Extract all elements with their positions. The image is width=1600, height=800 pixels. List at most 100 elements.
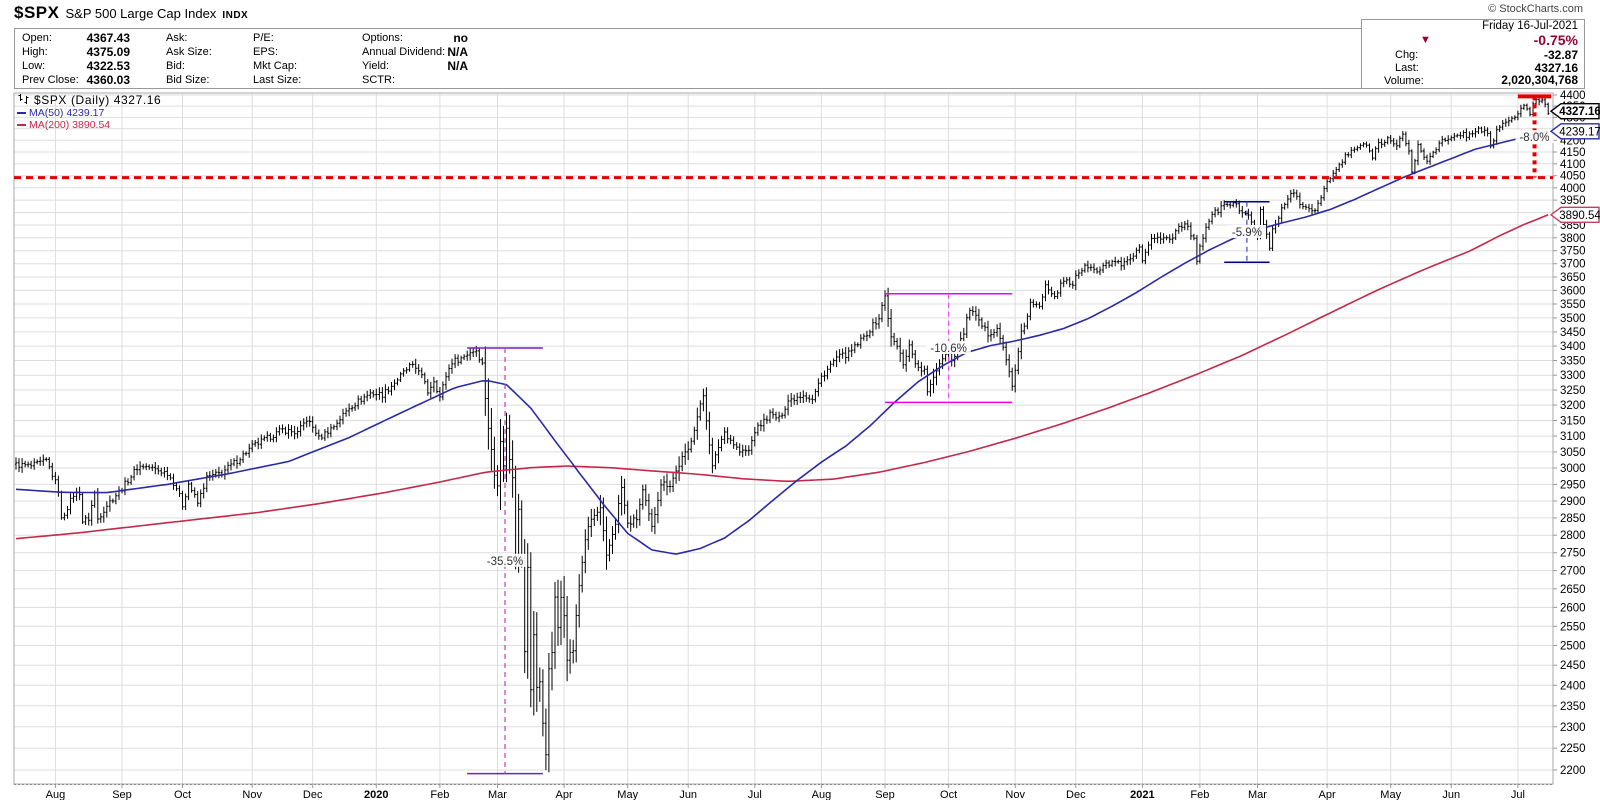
annual-dividend-value: N/A (447, 45, 468, 59)
chg-value: -32.87 (1543, 48, 1578, 62)
open-label: Open: (22, 32, 52, 44)
high-value: 4375.09 (86, 45, 130, 59)
ma200-swatch (17, 124, 26, 127)
low-label: Low: (22, 60, 46, 72)
y-axis-label: 3250 (1560, 385, 1586, 397)
mktcap-label: Mkt Cap: (253, 60, 298, 72)
x-axis-label: Aug (46, 789, 66, 800)
volume-label: Volume: (1384, 75, 1424, 87)
x-axis-label: Oct (940, 789, 957, 800)
y-axis-label: 2950 (1560, 479, 1586, 491)
y-axis-label: 2450 (1560, 660, 1586, 672)
y-axis-label: 3600 (1560, 285, 1586, 297)
last-size-label: Last Size: (253, 74, 302, 86)
y-axis-label: 3000 (1560, 463, 1586, 475)
x-axis-label: Sep (112, 789, 132, 800)
y-axis-label: 3750 (1560, 246, 1586, 258)
sctr-label: SCTR: (362, 74, 395, 86)
prev-close-label: Prev Close: (22, 74, 79, 86)
y-axis-label: 3300 (1560, 370, 1586, 382)
y-axis-label: 2900 (1560, 496, 1586, 508)
chg-label: Chg: (1395, 49, 1419, 61)
x-axis-label: Feb (1190, 789, 1209, 800)
annotation-label: -8.0% (1519, 132, 1549, 144)
yield-value: N/A (447, 59, 468, 73)
y-axis-label: 2400 (1560, 680, 1586, 692)
x-axis-label: Mar (488, 789, 507, 800)
down-triangle-icon: ▼ (1420, 34, 1431, 46)
symbol-exchange: INDX (222, 10, 249, 21)
x-axis-label: Sep (875, 789, 895, 800)
y-axis-label: 3700 (1560, 259, 1586, 271)
y-axis-label: 3350 (1560, 356, 1586, 368)
y-axis-label: 3050 (1560, 447, 1586, 459)
y-axis-label: 3950 (1560, 195, 1586, 207)
last-label: Last: (1395, 62, 1419, 74)
x-axis-label: Jun (1442, 789, 1460, 800)
y-axis-label: 3200 (1560, 400, 1586, 412)
x-axis-label: Dec (1066, 789, 1086, 800)
x-axis: Aug Sep Oct Nov Dec 2020 Feb Mar Apr May Jun Jul Aug… (46, 784, 1525, 800)
legend-ma200: MA(200) 3890.54 (17, 119, 161, 131)
callout-value: 4327.16 (1559, 106, 1600, 118)
annual-dividend-label: Annual Dividend: (362, 46, 446, 58)
gridlines (14, 93, 1553, 784)
y-axis-label: 4150 (1560, 147, 1586, 159)
summary-panel (1361, 19, 1585, 89)
x-axis-label: 2021 (1130, 789, 1154, 800)
last-value: 4327.16 (1534, 61, 1578, 75)
volume-value: 2,020,304,768 (1501, 73, 1578, 87)
chart-legend: $SPX (Daily) 4327.16 MA(50) 4239.17 MA(2… (17, 93, 161, 131)
x-axis-label: May (617, 789, 638, 800)
y-axis-label: 2750 (1560, 548, 1586, 560)
prev-close-value: 4360.03 (86, 73, 130, 87)
y-axis-label: 3650 (1560, 272, 1586, 284)
stockcharts-credit: © StockCharts.com (1488, 3, 1583, 15)
low-value: 4322.53 (86, 59, 130, 73)
quote-panel (14, 28, 1584, 89)
ask-label: Ask: (166, 32, 188, 44)
symbol-name: S&P 500 Large Cap Index (65, 6, 217, 21)
annotation-label: -5.9% (1232, 227, 1262, 239)
sharpchart-icon (18, 94, 29, 104)
price-callout-4239.17: 4239.17 (1549, 123, 1600, 140)
legend-ma200-text: MA(200) 3890.54 (29, 119, 111, 131)
callout-value: 3890.54 (1559, 210, 1600, 222)
callout-value: 4239.17 (1559, 126, 1600, 138)
y-axis-label: 4050 (1560, 171, 1586, 183)
y-axis-label: 3500 (1560, 313, 1586, 325)
x-axis-label: Nov (1005, 789, 1025, 800)
x-axis-label: Apr (1319, 789, 1336, 800)
open-value: 4367.43 (86, 31, 130, 45)
annotation-label: -35.5% (487, 556, 523, 568)
x-axis-label: Jun (679, 789, 697, 800)
y-axis-label: 3150 (1560, 416, 1586, 428)
annotation-label: -10.6% (930, 343, 966, 355)
x-axis-label: Nov (242, 789, 262, 800)
x-axis-label: Apr (556, 789, 573, 800)
bid-label: Bid: (166, 60, 185, 72)
legend-ma50-text: MA(50) 4239.17 (29, 107, 105, 119)
plot-frame (13, 92, 1554, 785)
price-callout-4327.16: 4327.16 (1549, 102, 1600, 120)
x-axis-label: Jul (748, 789, 762, 800)
y-axis-label: 3450 (1560, 327, 1586, 339)
y-axis-label: 2650 (1560, 584, 1586, 596)
y-axis-label: 4100 (1560, 159, 1586, 171)
y-axis-label: 2300 (1560, 722, 1586, 734)
y-axis-label: 2600 (1560, 602, 1586, 614)
x-axis-label: Mar (1248, 789, 1267, 800)
y-axis-label: 2800 (1560, 530, 1586, 542)
legend-ma50: MA(50) 4239.17 (17, 107, 161, 119)
y-axis-label: 2850 (1560, 513, 1586, 525)
y-axis-label: 3400 (1560, 341, 1586, 353)
y-axis-label: 4000 (1560, 183, 1586, 195)
ma50-line (15, 130, 1549, 555)
y-axis-label: 3100 (1560, 431, 1586, 443)
symbol-label: $SPX (14, 3, 60, 22)
price-bars (15, 95, 1550, 773)
pct-change-value: -0.75% (1533, 32, 1578, 48)
legend-symbol-line: $SPX (Daily) 4327.16 (17, 93, 161, 107)
decline-annotation-5.9: -5.9% (1224, 201, 1270, 263)
